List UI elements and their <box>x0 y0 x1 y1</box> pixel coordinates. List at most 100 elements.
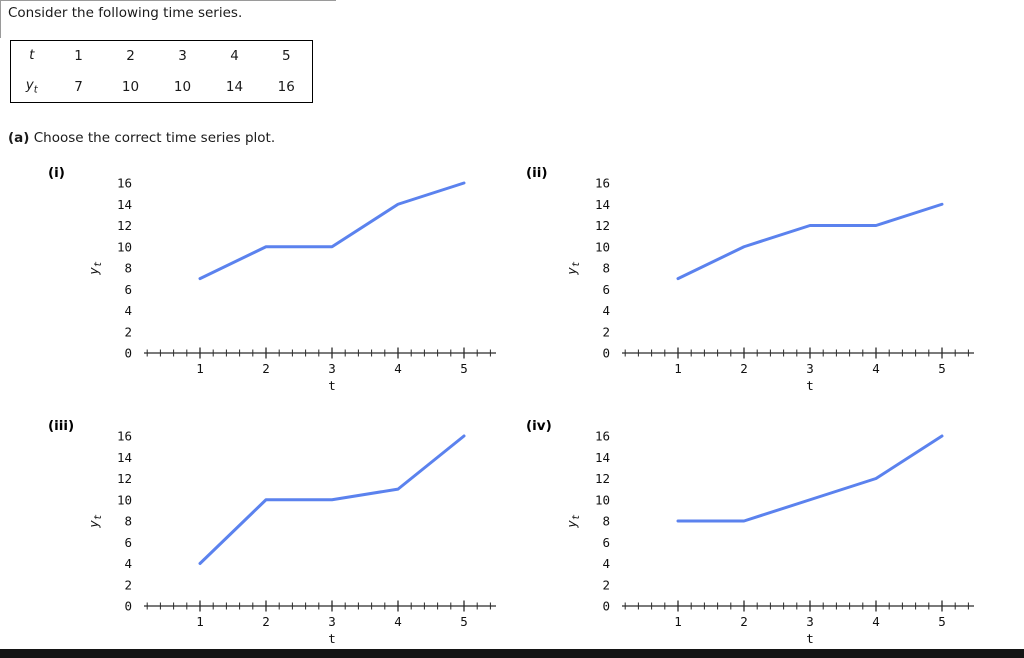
svg-text:5: 5 <box>938 614 946 629</box>
table-row-yt: yt 7 10 10 14 16 <box>11 72 313 103</box>
frame-edge-top <box>0 0 336 1</box>
svg-text:yt: yt <box>564 514 582 529</box>
question-a: (a) Choose the correct time series plot. <box>8 130 275 146</box>
svg-text:10: 10 <box>117 239 132 254</box>
svg-text:6: 6 <box>124 282 132 297</box>
table-cell: 16 <box>277 78 295 95</box>
plot-iv: (iv) 16 14 12 10 8 6 4 2 0 yt 1 2 3 4 5 t <box>518 416 988 652</box>
svg-text:5: 5 <box>460 614 468 629</box>
svg-text:8: 8 <box>602 514 610 529</box>
svg-text:2: 2 <box>740 614 748 629</box>
plot-i-label: (i) <box>48 165 65 181</box>
svg-text:8: 8 <box>124 514 132 529</box>
svg-text:12: 12 <box>595 471 610 486</box>
svg-text:2: 2 <box>602 577 610 592</box>
svg-text:3: 3 <box>328 614 336 629</box>
row-label-yt-sub: t <box>33 85 38 97</box>
svg-text:12: 12 <box>117 471 132 486</box>
svg-text:16: 16 <box>595 429 610 444</box>
svg-text:0: 0 <box>602 599 610 614</box>
svg-text:5: 5 <box>460 361 468 376</box>
table-cell: 10 <box>173 78 192 95</box>
svg-text:4: 4 <box>872 614 880 629</box>
table-cell: 5 <box>281 48 291 65</box>
svg-text:yt: yt <box>564 261 582 276</box>
svg-text:10: 10 <box>117 492 132 507</box>
svg-text:4: 4 <box>124 556 132 571</box>
svg-text:t: t <box>328 631 336 646</box>
svg-text:yt: yt <box>86 514 104 529</box>
svg-text:1: 1 <box>674 361 682 376</box>
svg-text:4: 4 <box>124 303 132 318</box>
table-cell: 10 <box>121 78 140 95</box>
svg-text:14: 14 <box>117 450 132 465</box>
svg-text:2: 2 <box>740 361 748 376</box>
svg-text:6: 6 <box>124 535 132 550</box>
time-series-table: t 1 2 3 4 5 yt 7 10 10 14 16 <box>10 40 313 103</box>
plot-iv-label: (iv) <box>526 418 552 434</box>
svg-text:4: 4 <box>602 556 610 571</box>
svg-text:2: 2 <box>262 361 270 376</box>
svg-text:10: 10 <box>595 239 610 254</box>
bottom-bar <box>0 649 1024 658</box>
plot-ii-label: (ii) <box>526 165 548 181</box>
svg-text:2: 2 <box>124 577 132 592</box>
svg-text:1: 1 <box>196 614 204 629</box>
table-row-t: t 1 2 3 4 5 <box>11 41 313 72</box>
plot-i: (i) 16 14 12 10 8 6 4 2 0 yt 1 2 3 4 5 t <box>40 163 510 399</box>
svg-text:14: 14 <box>595 197 610 212</box>
table-cell: 7 <box>74 78 83 95</box>
svg-text:16: 16 <box>595 176 610 191</box>
plot-iii-label: (iii) <box>48 418 75 434</box>
question-text: Choose the correct time series plot. <box>33 130 276 146</box>
svg-text:t: t <box>806 631 814 646</box>
svg-text:3: 3 <box>806 614 814 629</box>
svg-text:2: 2 <box>262 614 270 629</box>
svg-text:5: 5 <box>938 361 946 376</box>
svg-text:0: 0 <box>602 346 610 361</box>
svg-text:14: 14 <box>595 450 610 465</box>
svg-text:14: 14 <box>117 197 132 212</box>
question-part-label: (a) <box>8 130 30 146</box>
row-label-yt: yt <box>11 72 53 103</box>
svg-text:0: 0 <box>124 599 132 614</box>
svg-text:2: 2 <box>124 324 132 339</box>
svg-text:12: 12 <box>117 218 132 233</box>
svg-text:6: 6 <box>602 535 610 550</box>
svg-text:4: 4 <box>602 303 610 318</box>
frame-edge-left <box>0 0 1 38</box>
row-label-yt-base: y <box>25 77 34 94</box>
svg-text:16: 16 <box>117 429 132 444</box>
svg-text:3: 3 <box>328 361 336 376</box>
svg-text:16: 16 <box>117 176 132 191</box>
svg-text:2: 2 <box>602 324 610 339</box>
table-cell: 4 <box>230 48 239 65</box>
intro-text: Consider the following time series. <box>8 5 243 21</box>
table-cell: 1 <box>74 48 83 65</box>
svg-text:3: 3 <box>806 361 814 376</box>
row-label-t: t <box>11 41 53 72</box>
row-label-t-base: t <box>29 46 35 63</box>
svg-text:4: 4 <box>394 614 402 629</box>
table-cell: 2 <box>126 48 135 65</box>
svg-text:8: 8 <box>602 261 610 276</box>
svg-text:10: 10 <box>595 492 610 507</box>
svg-text:4: 4 <box>872 361 880 376</box>
svg-text:t: t <box>806 378 814 393</box>
svg-text:12: 12 <box>595 218 610 233</box>
plot-iii: (iii) 16 14 12 10 8 6 4 2 0 yt 1 2 3 4 5 t <box>40 416 510 652</box>
plot-ii: (ii) 16 14 12 10 8 6 4 2 0 yt 1 2 3 4 5 t <box>518 163 988 399</box>
svg-text:4: 4 <box>394 361 402 376</box>
svg-text:6: 6 <box>602 282 610 297</box>
svg-text:t: t <box>328 378 336 393</box>
table-cell: 3 <box>178 48 187 65</box>
svg-text:1: 1 <box>196 361 204 376</box>
table-cell: 14 <box>225 78 244 95</box>
svg-text:8: 8 <box>124 261 132 276</box>
svg-text:yt: yt <box>86 261 104 276</box>
svg-text:1: 1 <box>674 614 682 629</box>
